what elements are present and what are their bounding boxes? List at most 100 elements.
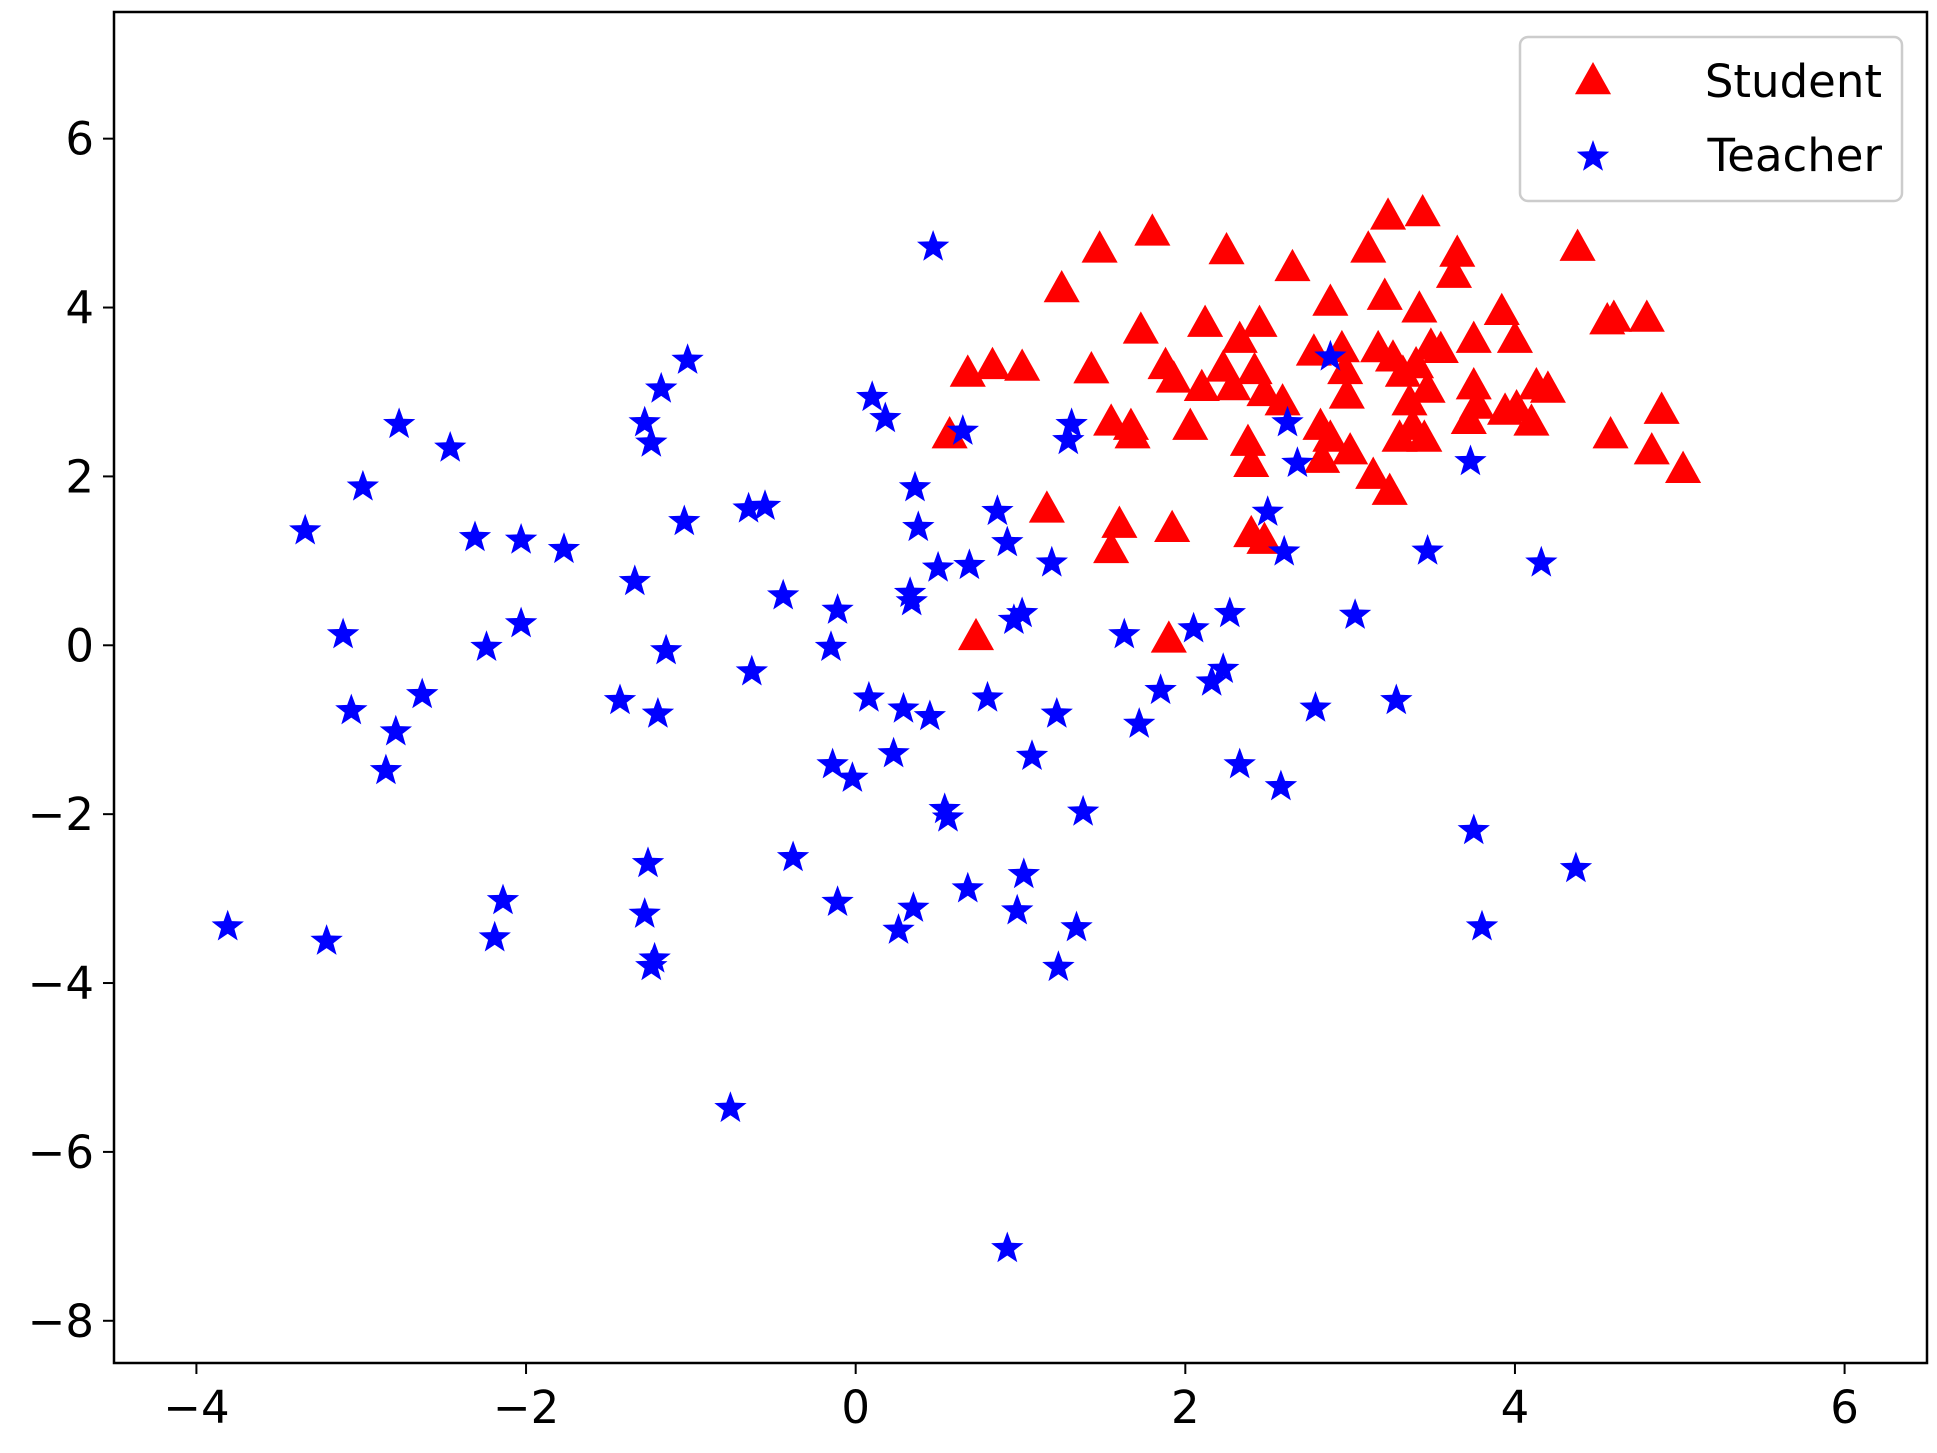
point xyxy=(1643,391,1680,424)
point xyxy=(877,736,910,768)
point xyxy=(310,924,343,955)
point xyxy=(1093,530,1130,564)
point xyxy=(991,1231,1024,1263)
point xyxy=(1439,234,1476,267)
point xyxy=(1312,419,1349,452)
point xyxy=(1455,367,1492,400)
point xyxy=(1559,228,1596,261)
point xyxy=(1328,376,1365,409)
point xyxy=(1665,450,1702,483)
point xyxy=(869,401,902,433)
legend-marker xyxy=(1576,140,1610,171)
point xyxy=(1457,813,1490,845)
point xyxy=(486,883,520,915)
point xyxy=(1411,534,1444,565)
point xyxy=(1123,707,1156,738)
point xyxy=(1327,351,1364,385)
point xyxy=(1498,389,1535,422)
point xyxy=(1006,596,1039,628)
point xyxy=(628,897,661,928)
point xyxy=(326,617,360,649)
point xyxy=(1028,490,1065,523)
point xyxy=(981,494,1014,526)
y-tick-label: 2 xyxy=(65,450,94,503)
y-tick-label: 4 xyxy=(65,282,94,335)
point xyxy=(1007,857,1040,889)
point xyxy=(1001,893,1034,925)
point xyxy=(1454,444,1487,476)
point xyxy=(1559,851,1593,883)
point xyxy=(1195,664,1228,696)
point xyxy=(1187,304,1224,337)
point xyxy=(1422,330,1459,364)
point xyxy=(1251,495,1284,526)
y-tick-label: 0 xyxy=(65,619,94,672)
point xyxy=(1371,472,1408,505)
point xyxy=(1246,373,1283,407)
point xyxy=(1496,320,1534,353)
point xyxy=(458,520,492,552)
point xyxy=(1154,509,1191,543)
point xyxy=(478,920,511,952)
point xyxy=(379,714,412,746)
point xyxy=(821,885,854,916)
point xyxy=(618,564,651,596)
x-tick-label: −2 xyxy=(493,1381,559,1434)
point xyxy=(638,941,671,973)
point xyxy=(1035,545,1068,577)
point xyxy=(1401,290,1438,323)
point xyxy=(1398,345,1435,379)
point xyxy=(1409,370,1446,403)
legend-marker xyxy=(1574,62,1612,95)
point xyxy=(434,431,467,462)
point xyxy=(776,840,810,872)
point xyxy=(650,633,683,665)
point xyxy=(1208,231,1245,265)
point xyxy=(504,523,538,554)
y-tick-label: −8 xyxy=(28,1295,94,1348)
point xyxy=(1264,769,1298,801)
point xyxy=(1183,368,1220,402)
point xyxy=(547,532,581,564)
point xyxy=(628,405,661,437)
point xyxy=(1043,269,1080,303)
point xyxy=(1241,304,1278,337)
point xyxy=(668,504,701,536)
point xyxy=(821,593,854,624)
point xyxy=(957,617,995,651)
point xyxy=(1350,230,1387,263)
y-tick-label: −2 xyxy=(28,788,94,841)
point xyxy=(814,630,848,661)
point xyxy=(211,909,244,941)
point xyxy=(902,510,935,542)
point xyxy=(1268,534,1301,566)
point xyxy=(1355,456,1392,489)
point xyxy=(635,425,668,457)
point xyxy=(953,548,986,580)
legend-label: Teacher xyxy=(1706,129,1882,182)
point xyxy=(1274,248,1311,282)
point xyxy=(1229,423,1266,456)
point xyxy=(974,346,1011,380)
point xyxy=(1015,739,1049,770)
point xyxy=(928,792,961,824)
point xyxy=(1633,432,1670,465)
point xyxy=(836,761,869,792)
point xyxy=(289,513,322,545)
point xyxy=(951,871,984,903)
point xyxy=(991,525,1024,557)
point xyxy=(1314,339,1347,371)
point xyxy=(732,491,765,523)
point xyxy=(1150,620,1187,653)
point xyxy=(897,891,930,922)
point xyxy=(1271,405,1304,437)
point xyxy=(1391,383,1428,416)
point xyxy=(1369,197,1407,230)
point xyxy=(1073,351,1110,384)
point xyxy=(383,407,416,439)
point xyxy=(748,489,782,520)
point xyxy=(1465,909,1499,941)
point xyxy=(1122,311,1159,344)
point xyxy=(1134,213,1171,246)
